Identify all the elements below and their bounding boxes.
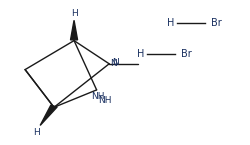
Polygon shape [40, 105, 57, 125]
Text: H: H [70, 9, 77, 18]
Text: H: H [136, 49, 144, 59]
Polygon shape [70, 20, 77, 40]
Text: N: N [111, 58, 118, 67]
Text: H: H [166, 18, 174, 28]
Text: NH: NH [98, 96, 111, 105]
Text: N: N [110, 59, 116, 68]
Text: Br: Br [210, 18, 221, 28]
Text: Br: Br [180, 49, 191, 59]
Text: H: H [33, 128, 40, 137]
Text: NH: NH [91, 92, 104, 101]
